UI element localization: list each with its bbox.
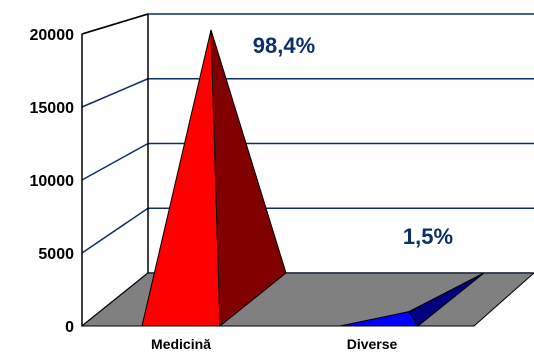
pyramid-side-medicină bbox=[210, 29, 287, 328]
bars-layer bbox=[141, 29, 485, 328]
labels-layer: 0 5000 10000 15000 20000 Medicină Diverse 98,4%… bbox=[30, 27, 454, 352]
pyramid-front-medicină bbox=[141, 29, 221, 327]
x-category-label-1: Diverse bbox=[347, 336, 398, 352]
y-tick-label-0: 0 bbox=[65, 319, 74, 336]
y-axis-top-edge bbox=[81, 13, 149, 35]
data-label-diverse: 1,5% bbox=[403, 224, 453, 249]
y-tick-label-3: 15000 bbox=[30, 100, 75, 117]
y-grid-left-3 bbox=[81, 78, 149, 108]
pyramid-side-diverse bbox=[408, 272, 485, 327]
y-tick-label-1: 5000 bbox=[38, 246, 74, 263]
y-tick-label-4: 20000 bbox=[30, 27, 75, 44]
y-grid-left-2 bbox=[81, 142, 149, 181]
y-grid-left-1 bbox=[81, 207, 149, 254]
data-label-medicina: 98,4% bbox=[253, 33, 315, 58]
x-category-label-0: Medicină bbox=[151, 336, 211, 352]
y-tick-label-2: 10000 bbox=[30, 173, 75, 190]
